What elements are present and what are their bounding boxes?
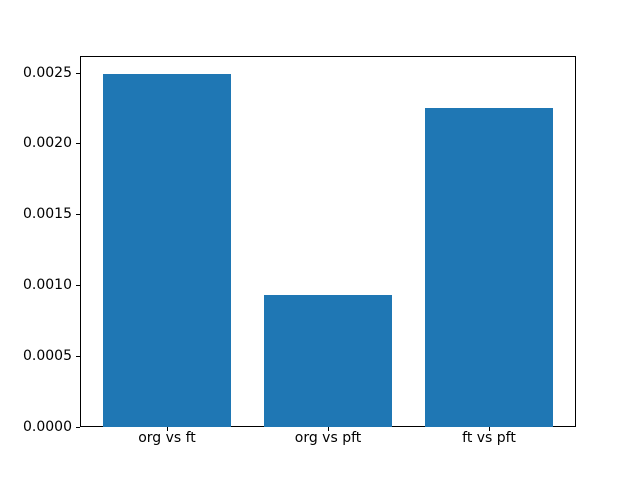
y-tick-mark: [76, 72, 80, 74]
y-tick-label: 0.0025: [23, 64, 72, 81]
x-tick-label: org vs ft: [138, 430, 196, 446]
y-tick-mark: [76, 214, 80, 216]
x-tick-mark: [488, 427, 490, 431]
x-tick-label: ft vs pft: [462, 430, 516, 446]
x-tick-mark: [327, 427, 329, 431]
y-tick-mark: [76, 426, 80, 428]
x-tick-label: org vs pft: [294, 430, 362, 446]
y-tick-label: 0.0005: [23, 347, 72, 364]
bar-org-vs-ft: [102, 74, 232, 427]
y-tick-mark: [76, 143, 80, 145]
bar-ft-vs-pft: [424, 108, 554, 427]
y-tick-mark: [76, 355, 80, 357]
x-tick-mark: [166, 427, 168, 431]
y-tick-mark: [76, 284, 80, 286]
y-tick-label: 0.0000: [23, 418, 72, 435]
y-tick-label: 0.0020: [23, 135, 72, 152]
y-tick-label: 0.0015: [23, 206, 72, 223]
bar-org-vs-pft: [263, 295, 393, 427]
y-tick-label: 0.0010: [23, 276, 72, 293]
